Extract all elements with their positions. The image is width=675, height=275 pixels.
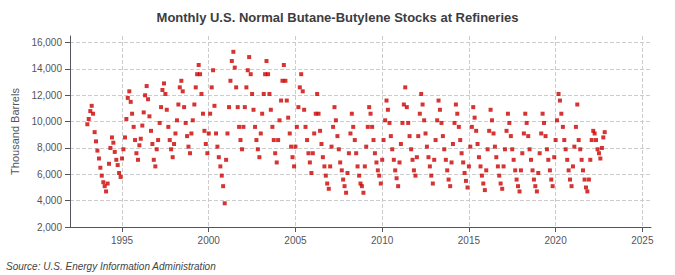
svg-text:2000: 2000 — [198, 235, 221, 246]
svg-text:8,000: 8,000 — [37, 142, 62, 153]
svg-text:2005: 2005 — [284, 235, 307, 246]
svg-text:1995: 1995 — [111, 235, 134, 246]
svg-text:2010: 2010 — [371, 235, 394, 246]
svg-text:12,000: 12,000 — [31, 90, 62, 101]
svg-text:2025: 2025 — [631, 235, 654, 246]
svg-text:Source: U.S. Energy Informatio: Source: U.S. Energy Information Administ… — [6, 261, 216, 272]
svg-text:16,000: 16,000 — [31, 37, 62, 48]
svg-text:2015: 2015 — [458, 235, 481, 246]
svg-text:Monthly U.S. Normal Butane-But: Monthly U.S. Normal Butane-Butylene Stoc… — [157, 10, 519, 25]
svg-text:14,000: 14,000 — [31, 63, 62, 74]
svg-text:2020: 2020 — [544, 235, 567, 246]
svg-text:6,000: 6,000 — [37, 169, 62, 180]
svg-text:Thousand Barrels: Thousand Barrels — [9, 88, 21, 175]
svg-text:4,000: 4,000 — [37, 195, 62, 206]
svg-text:2,000: 2,000 — [37, 222, 62, 233]
svg-text:10,000: 10,000 — [31, 116, 62, 127]
